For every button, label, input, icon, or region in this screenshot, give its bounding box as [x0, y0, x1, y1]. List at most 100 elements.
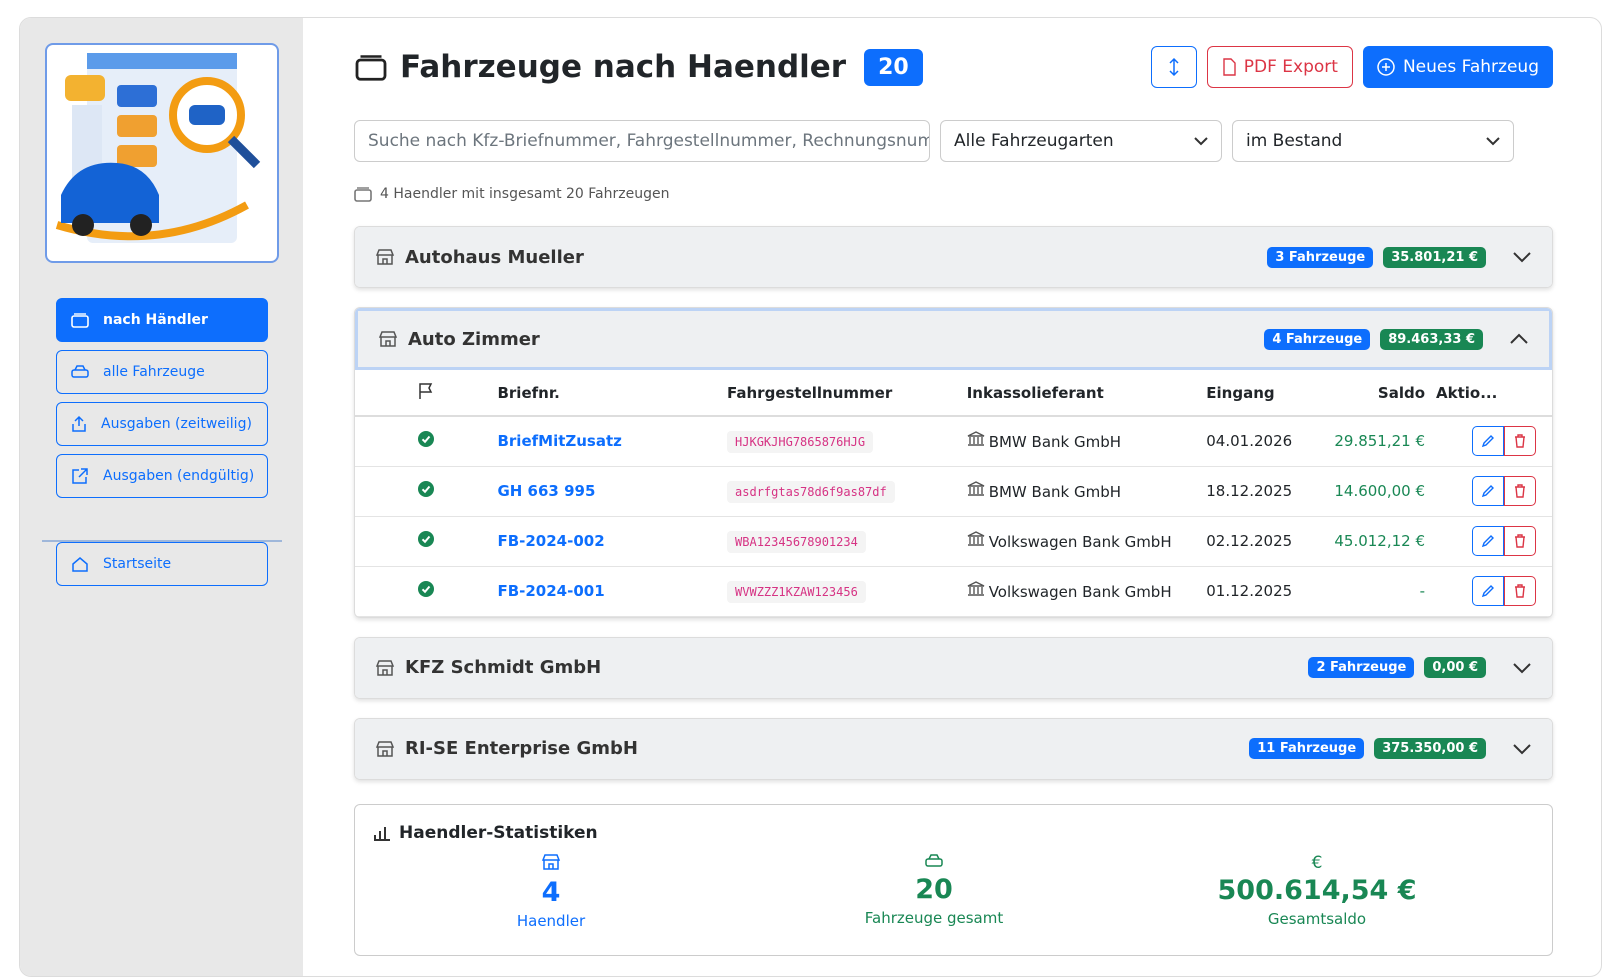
dealer-card: KFZ Schmidt GmbH 2 Fahrzeuge 0,00 €	[354, 636, 1553, 699]
logo	[45, 43, 279, 263]
icon	[354, 53, 388, 81]
actions	[1472, 476, 1551, 506]
vin-cell: HJKGKJHG7865876HJG	[726, 416, 966, 467]
brief-link[interactable]: BriefMitZusatz	[497, 432, 622, 451]
dealer-card: RI-SE Enterprise GmbH 11 Fahrzeuge 375.350…	[354, 717, 1553, 780]
action-cell	[1435, 566, 1552, 617]
header-buttons: PDF Export Neues Fahrzeug	[1150, 46, 1553, 88]
icon	[967, 531, 985, 547]
dealer-card: Auto Zimmer 4 Fahrzeuge 89.463,33 € Briefnr…	[354, 307, 1553, 618]
column-header: Aktio...	[1435, 370, 1552, 417]
saldo-badge: 35.801,21 €	[1383, 246, 1486, 268]
vehicle-badge: 11 Fahrzeuge	[1249, 738, 1365, 759]
saldo-cell: 14.600,00 €	[1325, 466, 1436, 517]
saldo-cell: 45.012,12 €	[1325, 516, 1436, 567]
nav-label: nach Händler	[103, 312, 208, 328]
stats-card: Haendler-Statistiken 4 Haendler 20 Fahrzeuge…	[354, 804, 1553, 956]
icon	[1481, 584, 1495, 598]
stat-symbol: €	[1311, 853, 1323, 873]
column-header: Saldo	[1325, 370, 1436, 417]
action-cell	[1435, 516, 1552, 567]
pdf-button[interactable]: PDF Export	[1206, 46, 1353, 88]
vin-code: WBA12345678901234	[727, 531, 866, 553]
nav-label: Ausgaben (zeitweilig)	[101, 416, 252, 432]
lender-cell: Volkswagen Bank GmbH	[965, 516, 1206, 567]
search-input[interactable]: Suche nach Kfz-Briefnummer, Fahrgestelln…	[354, 120, 930, 162]
stat-item: €500.614,54 € Gesamtsaldo	[1167, 853, 1467, 928]
icon	[925, 854, 943, 868]
vin-code: WVWZZZ1KZAW123456	[727, 581, 866, 603]
icon	[541, 853, 561, 871]
collapse-button[interactable]	[1150, 46, 1197, 88]
icon	[1486, 136, 1500, 146]
vehicle-row: FB-2024-002 WBA12345678901234 Volkswagen B…	[355, 516, 1552, 567]
vehicle-badge: 3 Fahrzeuge	[1267, 246, 1374, 268]
icon	[1513, 534, 1527, 548]
edit-button[interactable]	[1472, 476, 1505, 506]
icon	[71, 312, 89, 328]
lender-name: BMW Bank GmbH	[988, 433, 1122, 452]
nav-item[interactable]: Ausgaben (zeitweilig)	[56, 402, 268, 446]
brief-link[interactable]: FB-2024-001	[497, 582, 605, 600]
column-header: Briefnr.	[496, 370, 727, 417]
action-cell	[1435, 466, 1552, 517]
icon	[71, 415, 87, 433]
actions	[1472, 576, 1551, 606]
icon	[375, 659, 395, 677]
delete-button[interactable]	[1504, 426, 1537, 457]
nav-home[interactable]: Startseite	[56, 542, 268, 586]
select-value: Alle Fahrzeugarten	[954, 131, 1114, 151]
vin-code: asdrfgtas78d6f9as87df	[727, 481, 895, 503]
dealer-name: RI-SE Enterprise GmbH	[405, 738, 638, 759]
nav-item[interactable]: nach Händler	[56, 298, 268, 342]
icon	[1481, 484, 1495, 498]
nav-item[interactable]: Ausgaben (endgültig)	[56, 454, 268, 498]
dealer-header[interactable]: Autohaus Mueller 3 Fahrzeuge 35.801,21 €	[355, 227, 1552, 287]
divider	[42, 540, 282, 542]
nav-label: Ausgaben (endgültig)	[103, 468, 255, 484]
dealer-header[interactable]: Auto Zimmer 4 Fahrzeuge 89.463,33 €	[355, 308, 1552, 370]
icon	[71, 556, 89, 572]
vehicle-badge: 4 Fahrzeuge	[1264, 328, 1371, 350]
status-select[interactable]: im Bestand	[1232, 120, 1514, 162]
saldo-cell: 29.851,21 €	[1325, 416, 1436, 467]
icon	[1481, 434, 1495, 448]
delete-button[interactable]	[1504, 526, 1537, 556]
dealer-header[interactable]: KFZ Schmidt GmbH 2 Fahrzeuge 0,00 €	[355, 637, 1552, 698]
vin-code: HJKGKJHG7865876HJG	[727, 431, 874, 454]
button-label: PDF Export	[1243, 57, 1338, 77]
status-cell	[355, 416, 497, 467]
actions	[1472, 426, 1551, 457]
lender-cell: BMW Bank GmbH	[965, 416, 1206, 467]
dealer-header[interactable]: RI-SE Enterprise GmbH 11 Fahrzeuge 375.350…	[355, 718, 1552, 779]
delete-button[interactable]	[1504, 476, 1537, 506]
count-badge: 20	[864, 48, 923, 86]
date-cell: 18.12.2025	[1205, 466, 1326, 517]
brief-cell: BriefMitZusatz	[496, 416, 727, 467]
saldo-cell: -	[1325, 566, 1436, 617]
vehicle-row: BriefMitZusatz HJKGKJHG7865876HJG BMW Bank…	[355, 416, 1552, 467]
brief-link[interactable]: GH 663 995	[497, 482, 596, 500]
brief-link[interactable]: FB-2024-002	[497, 532, 605, 550]
edit-button[interactable]	[1472, 576, 1505, 606]
delete-button[interactable]	[1504, 576, 1537, 606]
vin-cell: asdrfgtas78d6f9as87df	[726, 466, 966, 517]
date-cell: 02.12.2025	[1205, 516, 1326, 567]
summary-text: 4 Haendler mit insgesamt 20 Fahrzeugen	[380, 186, 670, 202]
vin-cell: WVWZZZ1KZAW123456	[726, 566, 966, 617]
type-select[interactable]: Alle Fahrzeugarten	[940, 120, 1222, 162]
edit-button[interactable]	[1472, 526, 1505, 556]
chevron	[1512, 662, 1532, 674]
icon	[1194, 136, 1208, 146]
new-button[interactable]: Neues Fahrzeug	[1362, 46, 1553, 88]
date-cell: 04.01.2026	[1205, 416, 1326, 467]
page-title: Fahrzeuge nach Haendler	[400, 49, 847, 85]
icon	[375, 740, 395, 758]
edit-button[interactable]	[1472, 426, 1505, 457]
icon	[354, 186, 372, 202]
nav-item[interactable]: alle Fahrzeuge	[56, 350, 268, 394]
icon	[1513, 584, 1527, 598]
icon	[378, 330, 398, 348]
icon	[375, 248, 395, 266]
